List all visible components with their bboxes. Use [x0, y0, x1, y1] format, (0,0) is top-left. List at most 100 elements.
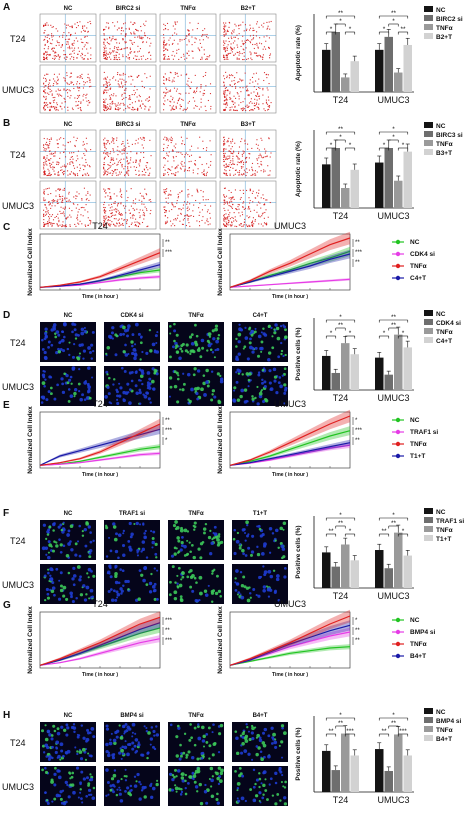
flow-event	[43, 106, 45, 108]
flow-event	[103, 34, 105, 36]
flow-event	[172, 223, 174, 225]
cell-nucleus	[274, 771, 278, 776]
flow-event	[262, 225, 264, 227]
flow-event	[85, 42, 88, 44]
flow-event	[224, 57, 226, 59]
cell-nucleus	[246, 534, 249, 538]
flow-event	[112, 140, 114, 142]
flow-event	[124, 41, 126, 43]
flow-event	[134, 143, 136, 145]
x-axis-label: Time ( in hour )	[272, 672, 308, 678]
flow-event	[130, 205, 132, 207]
flow-event	[112, 22, 114, 24]
flow-event	[116, 108, 118, 111]
flow-event	[82, 58, 84, 60]
flow-event	[144, 105, 146, 107]
flow-event	[125, 108, 127, 110]
flow-event	[201, 56, 203, 58]
cell-nucleus	[261, 368, 265, 372]
flow-event	[228, 137, 230, 139]
flow-event	[230, 49, 232, 51]
flow-event	[77, 104, 79, 106]
cell-nucleus	[244, 336, 249, 340]
flow-event	[43, 164, 45, 166]
cell-nucleus	[134, 732, 137, 735]
cell-nucleus	[261, 381, 264, 385]
bar	[350, 61, 359, 92]
flow-event	[122, 38, 124, 40]
flow-event	[244, 24, 247, 26]
flow-event	[119, 74, 121, 76]
flow-event	[223, 28, 225, 30]
flow-event	[257, 93, 259, 95]
cell-nucleus	[182, 372, 185, 375]
flow-event	[224, 202, 226, 204]
flow-event	[258, 149, 260, 151]
flow-event	[225, 89, 227, 91]
flow-event	[137, 138, 140, 140]
significance-mark: **	[165, 418, 170, 424]
flow-event	[223, 109, 225, 111]
flow-event	[141, 203, 143, 205]
flow-event	[142, 41, 144, 43]
cell-nucleus	[87, 366, 91, 370]
flow-event	[110, 223, 112, 225]
flow-event	[248, 197, 250, 199]
flow-event	[230, 199, 232, 201]
flow-event	[227, 224, 229, 226]
cell-nucleus	[45, 755, 49, 758]
flow-event	[242, 202, 244, 204]
flow-event	[138, 199, 140, 201]
flow-event	[229, 74, 231, 77]
flow-event	[103, 85, 105, 87]
flow-event	[232, 196, 234, 198]
flow-event	[264, 223, 266, 225]
cell-nucleus	[180, 350, 184, 353]
flow-event	[173, 80, 175, 82]
flow-event	[263, 46, 265, 48]
cell-nucleus	[112, 790, 115, 794]
flow-event	[147, 174, 149, 176]
flow-event	[180, 74, 182, 76]
flow-event	[64, 148, 66, 150]
flow-event	[179, 192, 181, 194]
flow-event	[201, 35, 203, 37]
cell-nucleus	[139, 341, 143, 345]
cell-nucleus	[150, 572, 153, 576]
flow-event	[245, 174, 247, 177]
flow-event	[129, 98, 132, 100]
cell-nucleus	[178, 757, 182, 761]
flow-event	[47, 48, 49, 50]
flow-event	[57, 213, 59, 215]
flow-event	[166, 78, 168, 80]
flow-event	[249, 109, 251, 112]
flow-event	[262, 103, 264, 105]
flow-event	[103, 43, 105, 45]
flow-event	[163, 50, 165, 52]
cell-nucleus	[71, 330, 74, 334]
flow-event	[117, 102, 119, 104]
cell-nucleus	[112, 589, 116, 593]
flow-event	[55, 28, 57, 30]
flow-event	[141, 36, 143, 38]
cell-nucleus	[90, 726, 95, 731]
legend-marker	[395, 239, 401, 245]
flow-event	[144, 108, 146, 110]
flow-event	[257, 47, 259, 49]
cell-nucleus	[218, 779, 223, 783]
flow-event	[80, 101, 82, 103]
cell-nucleus	[49, 392, 53, 396]
bar	[350, 354, 359, 390]
flow-event	[103, 206, 105, 209]
cell-nucleus	[260, 757, 264, 762]
cell-nucleus	[280, 352, 283, 356]
flow-event	[250, 52, 252, 54]
cell-nucleus	[60, 528, 64, 532]
flow-event	[68, 199, 70, 201]
cell-nucleus	[145, 729, 149, 733]
flow-event	[240, 166, 242, 168]
cell-nucleus	[74, 542, 78, 546]
significance-mark: **	[328, 728, 334, 735]
micrograph	[232, 366, 288, 406]
flow-event	[70, 53, 72, 55]
